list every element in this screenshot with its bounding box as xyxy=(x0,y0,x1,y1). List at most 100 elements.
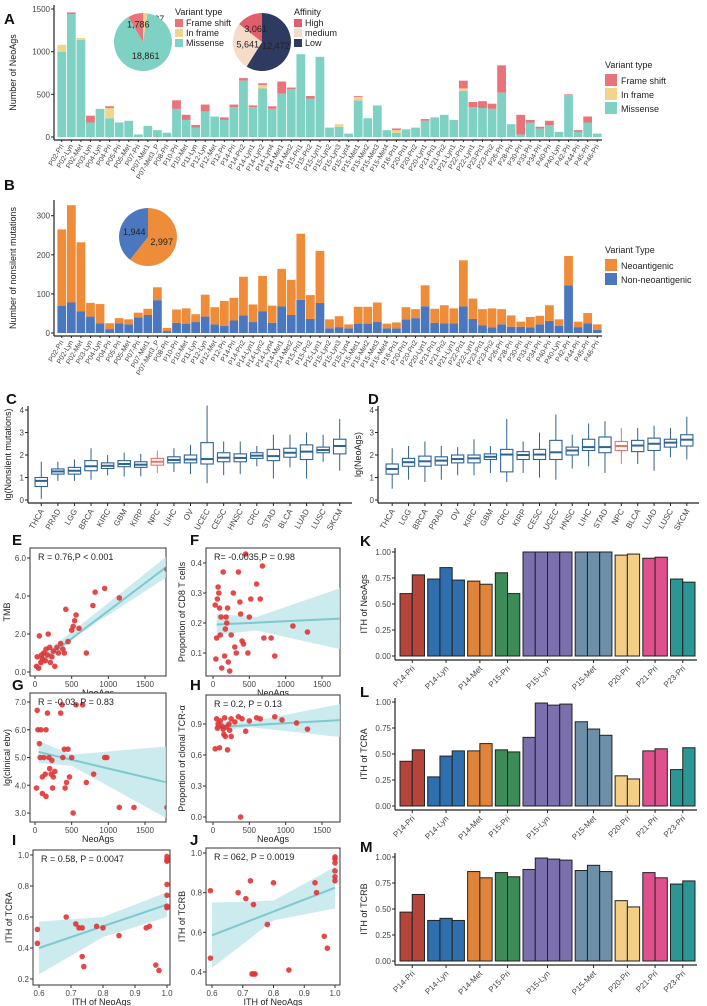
bar-segment-non-neoantigenic xyxy=(344,328,354,333)
data-point xyxy=(34,926,41,933)
bar-segment-non-neoantigenic xyxy=(200,316,210,333)
bar-segment-in-frame xyxy=(334,124,344,127)
bar-segment-missense xyxy=(286,89,296,137)
regression-line xyxy=(216,617,340,626)
data-point xyxy=(237,814,244,820)
bar-segment-missense xyxy=(57,51,67,137)
data-point xyxy=(228,716,234,722)
bar-segment-missense xyxy=(430,117,440,137)
legend-label: Frame shift xyxy=(621,76,667,86)
data-point xyxy=(36,633,43,639)
plot-area xyxy=(207,854,338,977)
data-point xyxy=(341,723,347,729)
bar-segment-neoantigenic xyxy=(191,314,201,323)
panel-letter: M xyxy=(360,839,373,856)
bar-segment-frame-shift xyxy=(468,102,478,108)
bar-segment-non-neoantigenic xyxy=(153,300,162,333)
y-tick-label: 0.6 xyxy=(18,913,30,922)
data-point xyxy=(79,701,86,708)
bar-segment-frame-shift xyxy=(478,101,487,108)
pie-slice xyxy=(128,13,143,42)
bar-segment-non-neoantigenic xyxy=(143,315,153,333)
data-point xyxy=(79,953,85,960)
boxplot-luad xyxy=(647,425,661,471)
data-point xyxy=(257,716,264,722)
bar-segment-non-neoantigenic xyxy=(219,325,229,333)
bar-segment-missense xyxy=(554,131,564,137)
data-point xyxy=(68,754,75,761)
bar xyxy=(654,556,668,657)
y-tick-label: 1.00 xyxy=(375,548,391,557)
bar-segment-neoantigenic xyxy=(363,306,373,324)
data-point xyxy=(226,727,233,733)
bar-segment-frame-shift xyxy=(200,104,210,112)
bar xyxy=(494,872,509,962)
bar-segment-non-neoantigenic xyxy=(392,328,401,333)
bar-segment-in-frame xyxy=(76,38,86,40)
legend-label: Missense xyxy=(621,104,659,114)
data-point xyxy=(63,606,69,613)
bar-segment-missense xyxy=(564,95,573,137)
bar-segment-neoantigenic xyxy=(143,308,153,316)
bar-segment-non-neoantigenic xyxy=(411,318,420,333)
boxplot-ov xyxy=(183,444,198,475)
data-point xyxy=(279,717,285,723)
bar-segment-non-neoantigenic xyxy=(162,331,172,333)
bar-segment-neoantigenic xyxy=(219,300,229,326)
bar xyxy=(670,578,684,657)
bar xyxy=(574,721,588,807)
bar-segment-missense xyxy=(200,111,210,137)
bar-segment-missense xyxy=(411,127,420,137)
bar-segment-frame-shift xyxy=(458,80,468,89)
bar-segment-non-neoantigenic xyxy=(181,323,191,333)
y-tick-label: 3 xyxy=(370,429,375,438)
boxplot-crc xyxy=(250,446,264,467)
boxplot-crc xyxy=(500,419,514,482)
y-tick-label: 0.6 xyxy=(191,928,203,937)
bar-segment-non-neoantigenic xyxy=(172,322,181,333)
boxplot-kirp xyxy=(516,441,530,473)
bar-segment-neoantigenic xyxy=(248,304,258,323)
pie-slice xyxy=(143,13,148,42)
bar-segment-frame-shift xyxy=(239,78,248,81)
bar-group-p20-pri xyxy=(614,553,641,657)
y-tick-label: 0.25 xyxy=(375,776,391,785)
data-point xyxy=(216,590,222,596)
x-tick-label: P15-Lyn xyxy=(525,814,552,841)
y-tick-label: 3 xyxy=(20,429,25,438)
confidence-band xyxy=(39,892,167,975)
x-tick-label: 500 xyxy=(243,826,257,835)
bar-segment-neoantigenic xyxy=(392,322,401,329)
bar-group-p21-pri xyxy=(642,556,668,657)
bar xyxy=(534,702,548,807)
data-point xyxy=(61,650,68,656)
y-tick-label: 4.0 xyxy=(15,592,27,601)
bar-segment-neoantigenic xyxy=(430,308,440,323)
bar-segment-missense xyxy=(458,90,468,137)
bar xyxy=(507,876,521,962)
bar-segment-non-neoantigenic xyxy=(458,306,468,333)
data-point xyxy=(222,733,229,740)
bar-segment-neoantigenic xyxy=(325,319,334,329)
bar-segment-missense xyxy=(535,128,545,137)
correlation-annotation: R = 0.2, P = 0.13 xyxy=(214,699,282,709)
data-point xyxy=(223,614,229,620)
data-point xyxy=(250,901,257,908)
data-point xyxy=(63,914,69,920)
bar-segment-missense xyxy=(401,129,411,137)
y-tick-label: 0.8 xyxy=(191,889,203,898)
x-tick-label: PRAD xyxy=(44,507,63,531)
bar xyxy=(682,747,696,807)
data-point xyxy=(156,967,162,974)
bar-group-p21-pri xyxy=(642,872,668,962)
bar-segment-neoantigenic xyxy=(95,304,105,324)
pie-label: 1,786 xyxy=(127,20,150,30)
x-tick-label: SKCM xyxy=(672,507,692,532)
bar-group-p15-met xyxy=(574,864,613,962)
y-tick-label: 7.0 xyxy=(15,698,27,707)
bar-segment-frame-shift xyxy=(66,12,76,15)
x-tick-label: P15-Met xyxy=(570,814,598,842)
data-point xyxy=(332,860,338,866)
bar-segment-non-neoantigenic xyxy=(124,324,134,333)
legend-label: In frame xyxy=(186,28,219,38)
